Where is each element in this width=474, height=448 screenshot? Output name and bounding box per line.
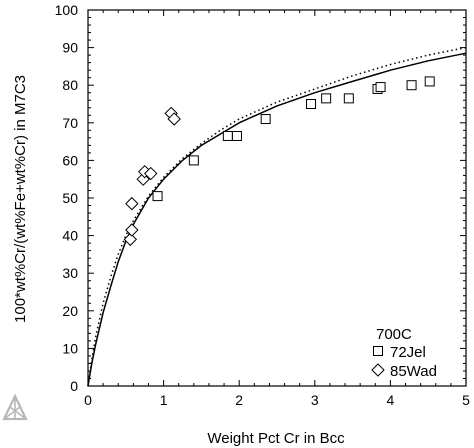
diamond-point-85wad	[125, 196, 139, 211]
y-tick-label: 10	[62, 340, 78, 356]
square-point-72jel	[343, 93, 354, 104]
y-axis-title: 100*wt%Cr/(wt%Fe+wt%Cr) in M7C3	[12, 75, 29, 323]
x-tick-label: 4	[387, 392, 395, 408]
x-tick-label: 0	[84, 392, 92, 408]
x-tick-label: 1	[160, 392, 168, 408]
diamond-point-85wad	[125, 223, 139, 237]
model-curves	[87, 46, 467, 387]
plot-axes	[87, 9, 467, 387]
legend-diamond-marker	[371, 363, 385, 377]
square-point-72jel	[306, 99, 317, 109]
y-tick-label: 40	[62, 228, 78, 244]
square-point-72jel	[260, 114, 271, 125]
square-point-72jel	[231, 130, 242, 141]
square-point-72jel	[152, 191, 163, 202]
y-tick-label: 50	[62, 190, 78, 206]
legend-square-marker	[373, 346, 383, 356]
y-tick-label: 90	[62, 40, 78, 56]
square-point-72jel	[222, 130, 233, 141]
square-point-72jel	[424, 76, 435, 87]
square-point-72jel	[321, 93, 332, 104]
square-point-72jel	[188, 155, 199, 166]
x-tick-label: 3	[311, 392, 319, 408]
thermo-calc-triangle-icon	[2, 393, 28, 421]
dotted-model-curve	[87, 46, 467, 387]
y-tick-label: 0	[70, 378, 78, 394]
diamond-point-85wad	[144, 166, 158, 181]
data-points	[123, 76, 435, 247]
diamond-point-85wad	[167, 112, 181, 126]
legend-title: 700C	[376, 326, 412, 343]
y-tick-label: 100	[55, 2, 79, 18]
x-axis-title: Weight Pct Cr in Bcc	[207, 430, 345, 447]
legend-label-72jel: 72Jel	[390, 344, 426, 361]
x-tick-label: 2	[235, 392, 243, 408]
square-point-72jel	[406, 80, 417, 91]
diamond-point-85wad	[123, 232, 138, 247]
solid-model-curve	[87, 52, 467, 387]
x-tick-label: 5	[462, 392, 470, 408]
square-point-72jel	[375, 82, 386, 93]
y-tick-label: 60	[62, 152, 78, 168]
y-tick-label: 30	[62, 265, 78, 281]
y-tick-label: 80	[62, 77, 78, 93]
y-tick-label: 20	[62, 303, 78, 319]
legend-label-85wad: 85Wad	[390, 363, 437, 380]
legend: 700C 72Jel 85Wad	[371, 326, 437, 380]
y-tick-label: 70	[62, 115, 78, 131]
